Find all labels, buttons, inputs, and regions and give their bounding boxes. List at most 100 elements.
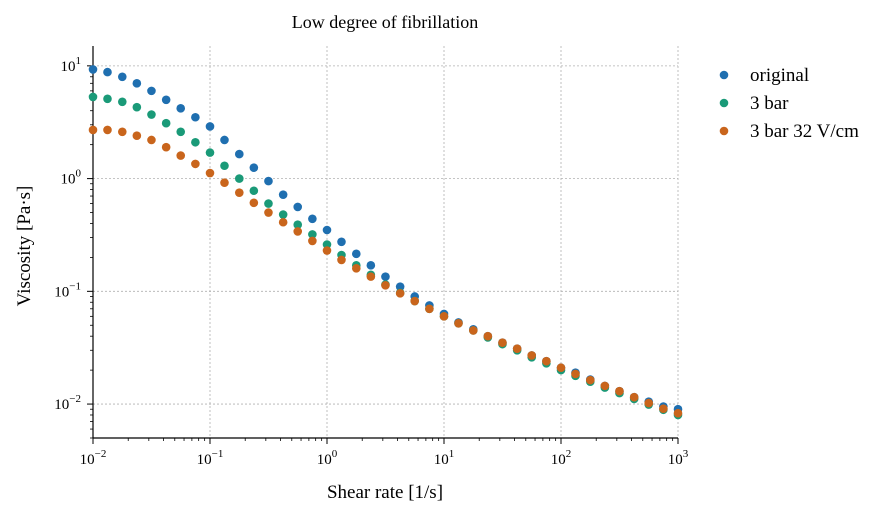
grid-layer	[92, 46, 679, 438]
series-1	[88, 92, 683, 420]
data-point	[147, 110, 156, 119]
data-point	[132, 102, 142, 112]
data-point	[556, 363, 566, 373]
y-tick-label: 101	[61, 55, 82, 75]
data-point	[527, 351, 537, 360]
legend: original 3 bar 3 bar 32 V/cm	[719, 65, 859, 142]
data-point	[88, 92, 98, 102]
data-point	[132, 79, 142, 88]
x-tick-label: 10−2	[80, 448, 107, 468]
data-point	[659, 404, 668, 413]
series-2	[88, 125, 683, 418]
data-point	[278, 190, 288, 199]
data-point	[220, 135, 229, 145]
legend-label: original	[750, 65, 809, 86]
points-layer	[88, 65, 683, 420]
data-point	[395, 289, 405, 298]
data-point	[337, 237, 346, 247]
data-point	[585, 375, 595, 385]
data-point	[88, 125, 98, 135]
data-point	[600, 381, 610, 391]
data-point	[176, 127, 186, 137]
data-point	[205, 122, 215, 131]
y-tick-label: 10−2	[54, 393, 81, 413]
data-point	[395, 282, 405, 291]
data-point	[191, 137, 200, 147]
data-point	[249, 198, 259, 208]
data-point	[103, 94, 112, 104]
y-axis-label: Viscosity [Pa·s]	[14, 186, 35, 307]
data-point	[293, 227, 303, 236]
data-point	[293, 202, 303, 212]
legend-marker	[719, 98, 729, 108]
data-point	[220, 178, 229, 187]
data-point	[322, 240, 332, 249]
data-point	[234, 188, 244, 197]
data-point	[191, 159, 200, 169]
data-point	[322, 225, 332, 235]
data-point	[615, 386, 624, 396]
legend-label: 3 bar 32 V/cm	[750, 121, 859, 142]
data-point	[132, 131, 142, 141]
data-point	[308, 236, 317, 246]
legend-marker	[719, 70, 729, 80]
data-point	[366, 261, 376, 270]
data-point	[205, 168, 215, 178]
data-point	[337, 255, 346, 265]
data-point	[205, 148, 215, 157]
data-point	[293, 220, 303, 229]
y-tick-label: 100	[61, 168, 82, 188]
data-point	[439, 312, 449, 321]
axes-layer: 10−2 10−1 100 101 102 103 10−2 10−1 100 101	[54, 46, 689, 468]
data-point	[571, 369, 580, 379]
data-point	[308, 214, 317, 224]
data-point	[264, 176, 273, 186]
data-point	[161, 118, 171, 128]
data-point	[351, 264, 361, 273]
data-point	[425, 304, 434, 314]
data-point	[117, 72, 127, 82]
data-point	[264, 208, 273, 217]
data-point	[351, 249, 361, 259]
legend-label: 3 bar	[750, 93, 789, 114]
data-point	[234, 174, 244, 183]
data-point	[278, 210, 288, 219]
legend-marker	[719, 126, 729, 136]
data-point	[264, 199, 273, 208]
data-point	[161, 95, 171, 105]
data-point	[483, 331, 493, 341]
x-tick-label: 103	[668, 448, 689, 468]
chart-title: Low degree of fibrillation	[292, 12, 478, 32]
data-point	[512, 344, 522, 353]
data-point	[498, 338, 507, 348]
data-point	[381, 281, 390, 290]
x-tick-label: 10−1	[197, 448, 224, 468]
data-point	[161, 142, 171, 152]
data-point	[103, 67, 112, 77]
data-point	[468, 326, 478, 335]
data-point	[542, 356, 551, 366]
data-point	[176, 104, 186, 113]
data-point	[366, 272, 376, 281]
data-point	[410, 296, 420, 306]
data-point	[322, 246, 332, 255]
x-tick-label: 100	[317, 448, 338, 468]
data-point	[220, 161, 229, 171]
data-point	[644, 398, 654, 408]
data-point	[234, 149, 244, 159]
data-point	[147, 135, 156, 145]
data-point	[88, 65, 98, 74]
data-point	[176, 151, 186, 160]
data-point	[278, 217, 288, 227]
x-axis-label: Shear rate [1/s]	[327, 482, 443, 503]
data-point	[117, 97, 127, 107]
data-point	[191, 112, 200, 122]
data-point	[381, 272, 390, 281]
data-point	[117, 127, 127, 137]
data-point	[454, 319, 463, 328]
data-point	[147, 86, 156, 96]
data-point	[308, 230, 317, 239]
data-point	[249, 163, 259, 172]
series-0	[88, 65, 683, 414]
data-point	[249, 186, 259, 196]
